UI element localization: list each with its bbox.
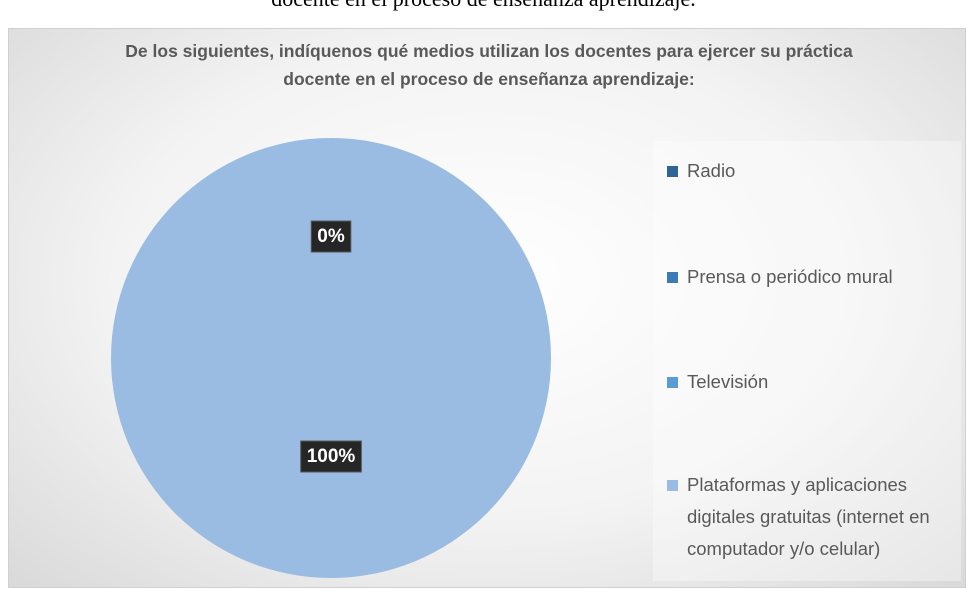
chart-title: De los siguientes, indíquenos qué medios… — [125, 41, 853, 89]
legend-swatch — [667, 166, 678, 177]
legend-label: Televisión — [687, 371, 769, 392]
data-label-group: 100% — [300, 440, 362, 473]
pie-slice — [111, 138, 551, 578]
data-label: 0% — [317, 226, 345, 247]
legend-item: Plataformas y aplicaciones digitales gra… — [667, 469, 967, 565]
legend-label: Prensa o periódico mural — [687, 266, 893, 287]
legend-item: Televisión — [667, 366, 967, 398]
legend-item: Radio — [667, 155, 967, 187]
legend-label: Plataformas y aplicaciones digitales gra… — [687, 474, 930, 559]
chart: 0% 100% De los siguientes, indíquenos qué… — [8, 28, 966, 588]
data-label-group: 0% — [310, 220, 352, 253]
data-label-box — [300, 440, 362, 473]
legend-swatch — [667, 272, 678, 283]
data-label-box — [310, 220, 352, 253]
pie-canvas: 0% 100% — [111, 138, 551, 578]
legend-swatch — [667, 480, 678, 491]
data-label: 100% — [307, 446, 356, 467]
header-text: docente en el proceso de enseñanza apren… — [0, 0, 967, 12]
legend: Radio Prensa o periódico mural Televisión P… — [653, 141, 961, 581]
legend-swatch — [667, 377, 678, 388]
legend-item: Prensa o periódico mural — [667, 261, 967, 293]
legend-label: Radio — [687, 160, 736, 181]
